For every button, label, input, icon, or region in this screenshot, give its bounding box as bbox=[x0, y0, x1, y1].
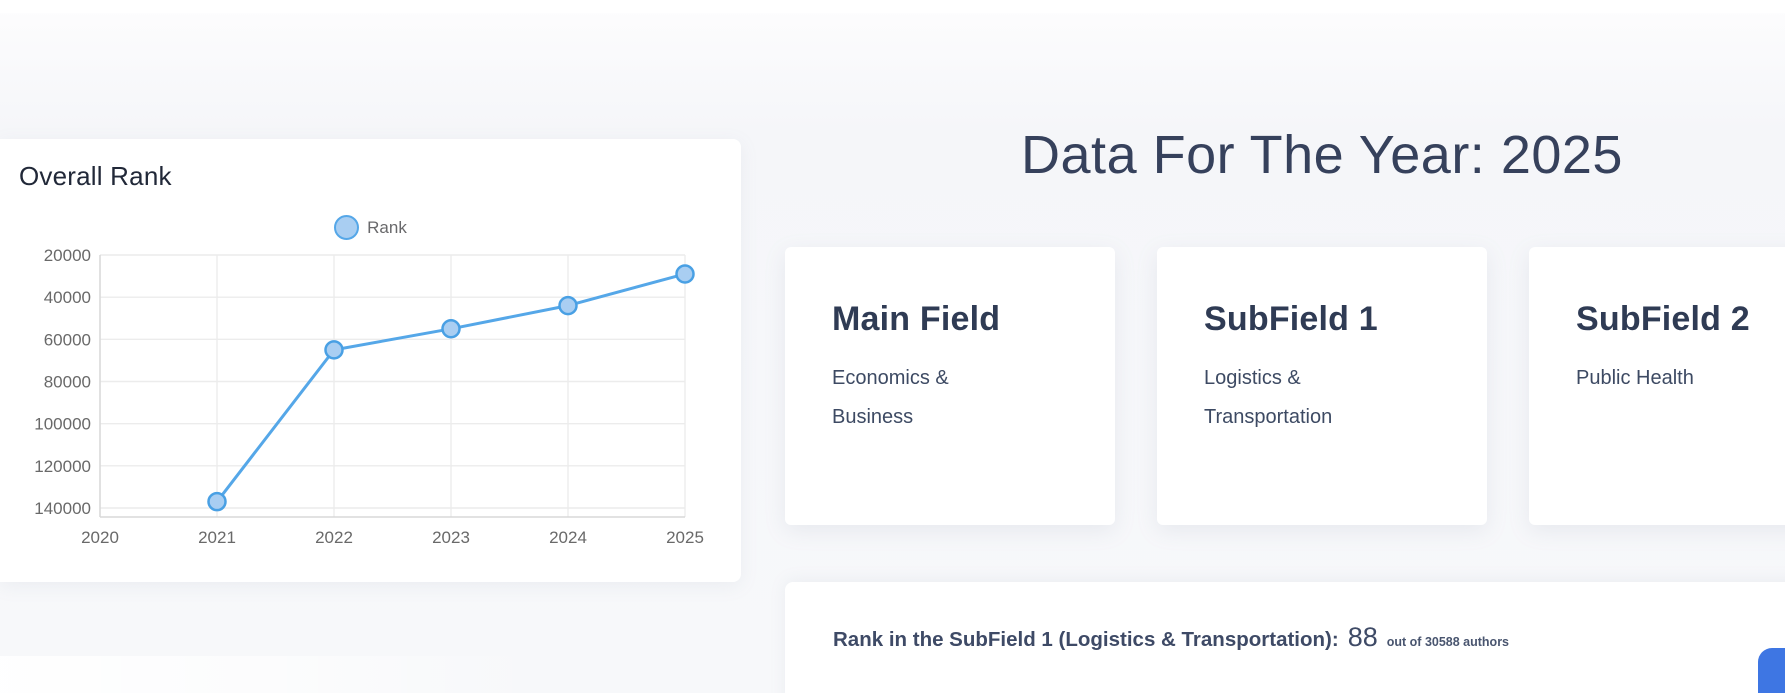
rank-value: 88 bbox=[1347, 622, 1378, 652]
floating-action-button[interactable] bbox=[1758, 648, 1785, 693]
svg-text:20000: 20000 bbox=[44, 246, 91, 265]
subfield-rank-panel: Rank in the SubField 1 (Logistics & Tran… bbox=[785, 582, 1785, 693]
subfield-rank-line: Rank in the SubField 1 (Logistics & Tran… bbox=[833, 622, 1785, 653]
field-card-value: Economics & Business bbox=[832, 367, 949, 428]
svg-text:40000: 40000 bbox=[44, 288, 91, 307]
svg-text:140000: 140000 bbox=[34, 499, 91, 518]
partial-card-bottom-left bbox=[0, 656, 540, 693]
field-card-title: SubField 2 bbox=[1576, 300, 1750, 338]
svg-text:2025: 2025 bbox=[666, 528, 704, 547]
rank-total-authors: out of 30588 authors bbox=[1386, 635, 1510, 649]
legend-label: Rank bbox=[367, 217, 407, 237]
chart-legend[interactable]: Rank bbox=[0, 215, 741, 240]
svg-text:60000: 60000 bbox=[44, 330, 91, 349]
rank-line-chart: 20000 40000 60000 80000 100000 120000 140000 20… bbox=[34, 246, 704, 547]
svg-text:80000: 80000 bbox=[44, 373, 91, 392]
legend-dot-icon bbox=[334, 215, 360, 240]
rank-label: Rank in the SubField 1 (Logistics & Tran… bbox=[833, 628, 1339, 651]
card-subfield-2: SubField 2 Public Health bbox=[1529, 247, 1785, 525]
field-card-title: SubField 1 bbox=[1204, 300, 1378, 338]
card-main-field: Main Field Economics & Business bbox=[785, 247, 1115, 525]
svg-text:120000: 120000 bbox=[34, 457, 91, 476]
chart-title: Overall Rank bbox=[19, 161, 172, 191]
svg-text:2021: 2021 bbox=[198, 528, 236, 547]
svg-text:2020: 2020 bbox=[81, 528, 119, 547]
overall-rank-card: 20000 40000 60000 80000 100000 120000 140000 20… bbox=[0, 139, 741, 582]
year-heading: Data For The Year: 2025 bbox=[1021, 125, 1623, 185]
field-card-title: Main Field bbox=[832, 300, 1001, 338]
svg-text:2022: 2022 bbox=[315, 528, 353, 547]
svg-text:2024: 2024 bbox=[549, 528, 587, 547]
card-subfield-1: SubField 1 Logistics & Transportation bbox=[1157, 247, 1487, 525]
top-band bbox=[0, 0, 1785, 13]
svg-text:2023: 2023 bbox=[432, 528, 470, 547]
field-card-value: Logistics & Transportation bbox=[1204, 367, 1333, 428]
field-card-value: Public Health bbox=[1576, 367, 1694, 389]
svg-text:100000: 100000 bbox=[34, 415, 91, 434]
